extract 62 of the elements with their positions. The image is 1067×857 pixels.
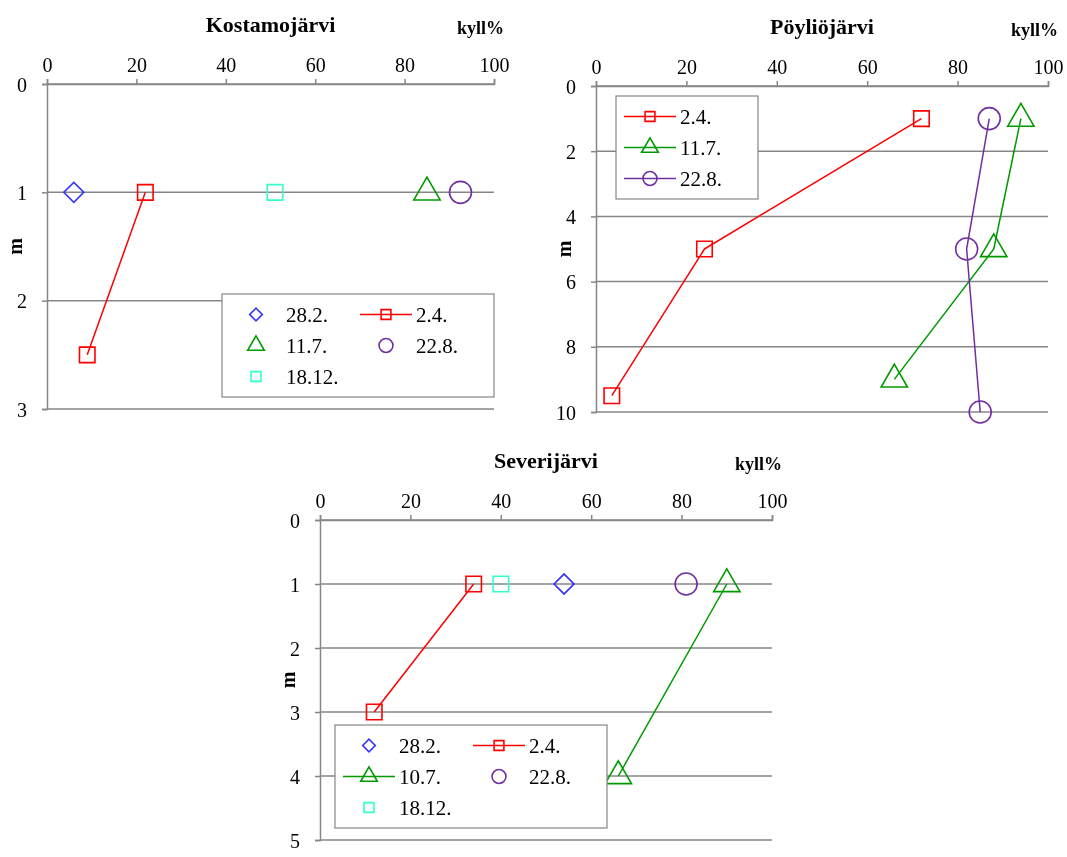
legend-label: 2.4. xyxy=(416,302,448,327)
x-tick-label: 100 xyxy=(757,490,788,512)
y-tick-label: 0 xyxy=(566,75,576,98)
chart-title: Severijärvi xyxy=(494,448,598,473)
y-tick-label: 1 xyxy=(290,573,300,596)
y-tick-label: 6 xyxy=(566,271,576,294)
x-tick-label: 100 xyxy=(479,54,510,76)
x-tick-label: 40 xyxy=(491,490,512,512)
x-tick-label: 40 xyxy=(216,54,237,76)
x-tick-label: 40 xyxy=(767,56,788,78)
x-tick-label: 20 xyxy=(400,490,421,512)
y-tick-label: 2 xyxy=(17,290,27,313)
x-tick-label: 100 xyxy=(1033,56,1064,78)
y-tick-label: 3 xyxy=(17,398,27,421)
legend-label: 11.7. xyxy=(680,135,722,160)
x-tick-label: 0 xyxy=(315,490,326,512)
y-tick-label: 4 xyxy=(566,205,576,228)
point xyxy=(603,387,621,405)
y-axis-title: m xyxy=(277,671,299,689)
legend-label: 2.4. xyxy=(529,733,561,758)
chart-title: Pöyliöjärvi xyxy=(770,14,874,39)
y-tick-label: 0 xyxy=(290,509,300,532)
y-axis-title: m xyxy=(4,237,26,255)
chart-title: Kostamojärvi xyxy=(205,12,336,37)
y-tick-label: 8 xyxy=(566,336,576,359)
legend-label: 22.8. xyxy=(529,764,571,789)
x-tick-label: 0 xyxy=(591,56,602,78)
y-tick-label: 0 xyxy=(17,73,27,96)
legend-label: 11.7. xyxy=(286,333,328,358)
x-tick-label: 60 xyxy=(581,490,602,512)
point xyxy=(695,240,714,258)
y-tick-label: 4 xyxy=(290,765,300,788)
y-tick-label: 2 xyxy=(566,140,576,163)
y-tick-label: 5 xyxy=(290,829,300,852)
legend-label: 10.7. xyxy=(399,764,441,789)
x-tick-label: 80 xyxy=(948,56,969,78)
x-tick-label: 80 xyxy=(672,490,693,512)
point xyxy=(912,110,930,128)
y-axis-title: m xyxy=(553,240,575,258)
legend-label: 18.12. xyxy=(399,795,452,820)
x-tick-label: 60 xyxy=(305,54,326,76)
legend-label: 28.2. xyxy=(399,733,441,758)
y-tick-label: 10 xyxy=(556,401,576,424)
x-tick-label: 20 xyxy=(676,56,697,78)
legend-label: 18.12. xyxy=(286,364,339,389)
x-axis-title: kyll% xyxy=(1010,20,1058,40)
x-axis-title: kyll% xyxy=(734,454,782,474)
legend-label: 2.4. xyxy=(680,104,712,129)
x-tick-label: 60 xyxy=(857,56,878,78)
y-tick-label: 3 xyxy=(290,701,300,724)
x-tick-label: 20 xyxy=(126,54,147,76)
x-tick-label: 0 xyxy=(42,54,53,76)
point xyxy=(968,400,992,424)
x-axis-title: kyll% xyxy=(456,18,504,38)
y-tick-label: 2 xyxy=(290,637,300,660)
legend-label: 22.8. xyxy=(416,333,458,358)
legend-label: 28.2. xyxy=(286,302,328,327)
point xyxy=(954,237,979,261)
y-tick-label: 1 xyxy=(17,181,27,204)
x-tick-label: 80 xyxy=(395,54,416,76)
legend-label: 22.8. xyxy=(680,166,722,191)
point xyxy=(977,106,1002,131)
